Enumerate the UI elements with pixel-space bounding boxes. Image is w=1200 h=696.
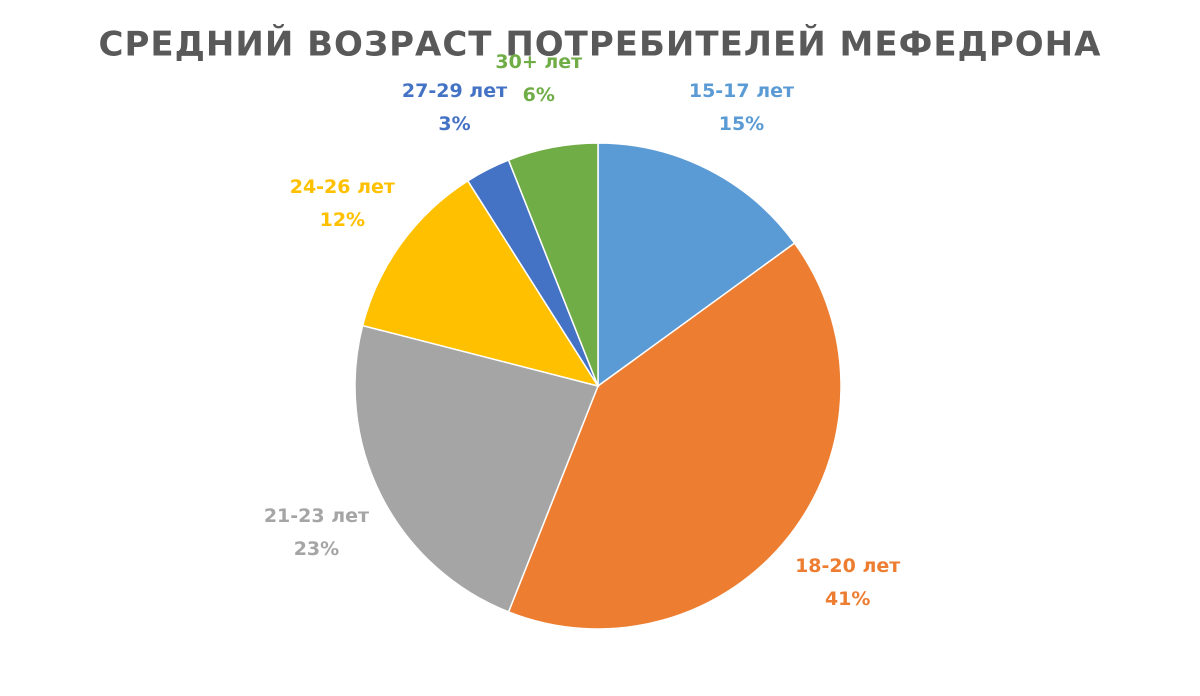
chart-title: СРЕДНИЙ ВОЗРАСТ ПОТРЕБИТЕЛЕЙ МЕФЕДРОНА bbox=[99, 24, 1102, 65]
slice-value-label: 15% bbox=[719, 113, 764, 135]
slice-category-label: 15-17 лет bbox=[689, 80, 794, 102]
slice-value-label: 6% bbox=[523, 84, 555, 106]
pie-slice bbox=[507, 142, 599, 387]
pie-slice bbox=[354, 324, 600, 613]
slice-value-label: 12% bbox=[320, 209, 365, 231]
slice-category-label: 30+ лет bbox=[495, 51, 582, 73]
slice-category-label: 24-26 лет bbox=[290, 176, 395, 198]
slice-value-label: 3% bbox=[438, 113, 470, 135]
slice-value-label: 23% bbox=[294, 538, 339, 560]
pie-slice bbox=[597, 142, 796, 388]
slice-category-label: 21-23 лет bbox=[264, 505, 369, 527]
slice-value-label: 41% bbox=[825, 588, 870, 610]
slice-category-label: 27-29 лет bbox=[402, 80, 507, 102]
pie-slice bbox=[507, 242, 842, 630]
pie-slice bbox=[361, 179, 600, 388]
slice-category-label: 18-20 лет bbox=[795, 555, 900, 577]
